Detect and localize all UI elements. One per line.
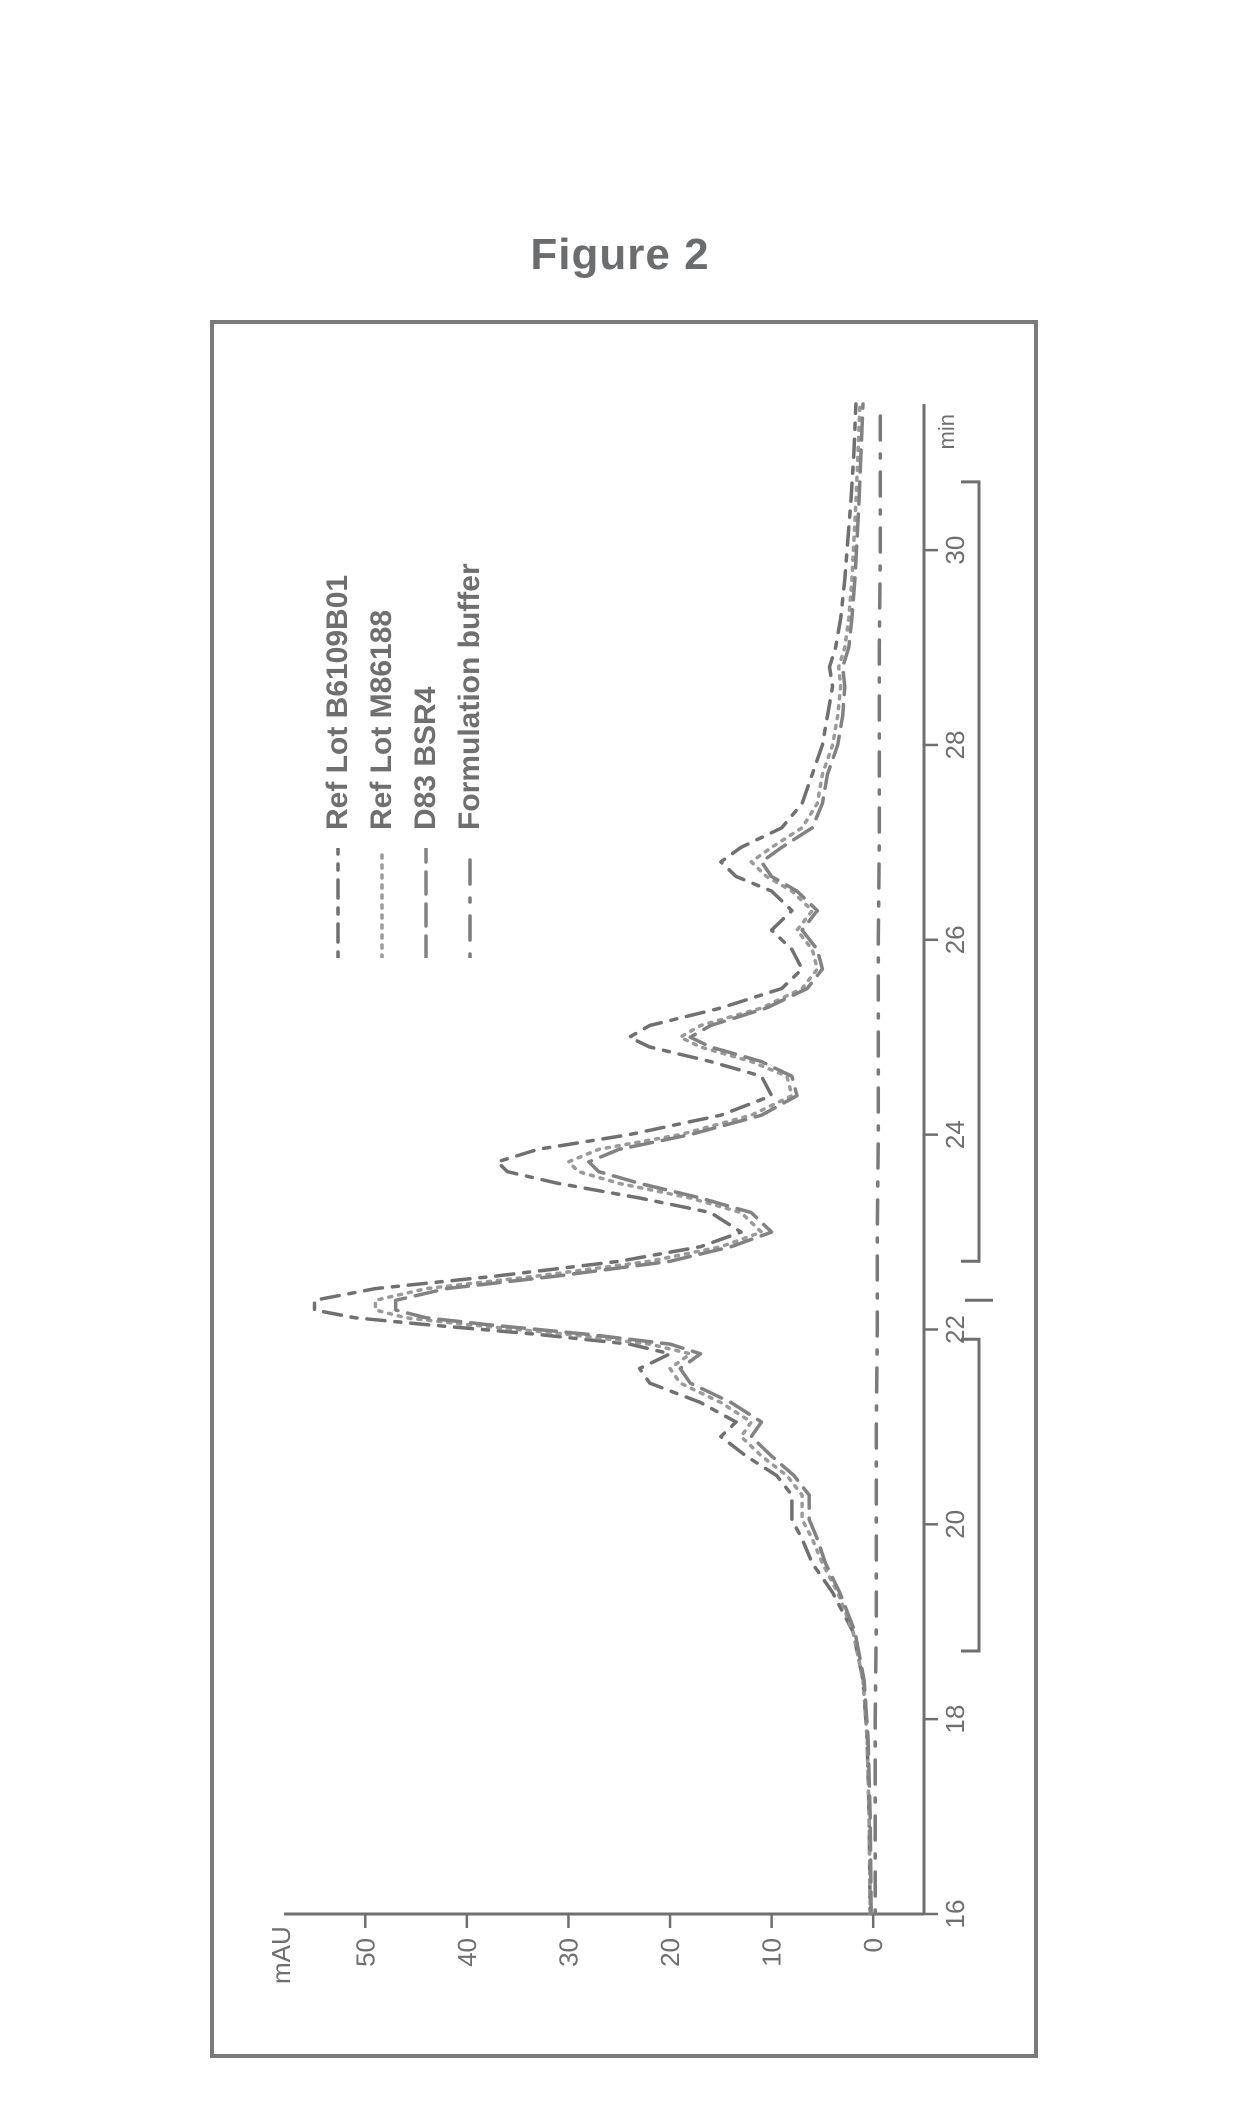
legend-item-ref_m86188: Ref Lot M86188 [365, 563, 399, 958]
svg-text:28: 28 [940, 731, 970, 760]
svg-text:20: 20 [655, 1938, 685, 1967]
legend-label-ref_m86188: Ref Lot M86188 [365, 610, 399, 830]
svg-text:30: 30 [940, 536, 970, 565]
legend: Ref Lot B6109B01 Ref Lot M86188 D83 BSR4 Fo… [321, 563, 497, 958]
legend-label-ref_b6109b01: Ref Lot B6109B01 [321, 575, 355, 830]
svg-text:40: 40 [452, 1938, 482, 1967]
legend-item-ref_b6109b01: Ref Lot B6109B01 [321, 563, 355, 958]
region-bracket-pre-peaks [961, 1339, 979, 1651]
svg-text:30: 30 [553, 1938, 583, 1967]
series-form_buffer [875, 404, 880, 1914]
svg-text:18: 18 [940, 1705, 970, 1734]
figure-title: Figure 2 [0, 230, 1240, 280]
legend-swatch-d83_bsr4 [416, 848, 436, 958]
svg-text:20: 20 [940, 1510, 970, 1539]
svg-text:mAU: mAU [266, 1926, 296, 1984]
legend-swatch-ref_m86188 [372, 848, 392, 958]
svg-text:10: 10 [757, 1938, 787, 1967]
svg-text:min: min [934, 414, 959, 449]
legend-item-form_buffer: Formulation buffer [453, 563, 487, 958]
legend-swatch-form_buffer [460, 848, 480, 958]
svg-text:16: 16 [940, 1900, 970, 1929]
legend-label-form_buffer: Formulation buffer [453, 563, 487, 830]
page-root: Figure 2 mAUmin0102030405016182022242628… [0, 0, 1240, 2112]
svg-text:26: 26 [940, 925, 970, 954]
svg-text:0: 0 [858, 1938, 888, 1952]
svg-text:24: 24 [940, 1120, 970, 1149]
legend-swatch-ref_b6109b01 [328, 848, 348, 958]
legend-label-d83_bsr4: D83 BSR4 [409, 687, 443, 830]
figure-frame-rotated: mAUmin010203040501618202224262830Pre - p… [210, 320, 1038, 2058]
legend-item-d83_bsr4: D83 BSR4 [409, 563, 443, 958]
svg-text:50: 50 [350, 1938, 380, 1967]
